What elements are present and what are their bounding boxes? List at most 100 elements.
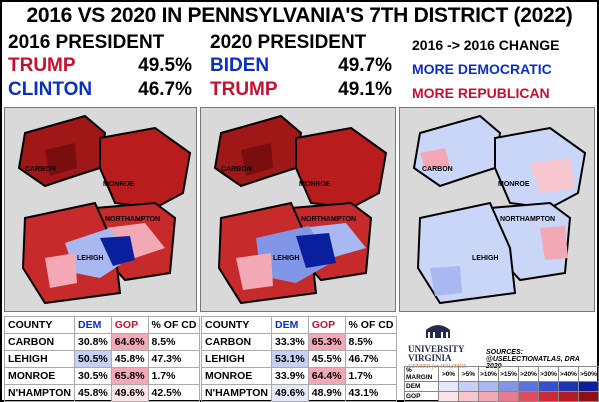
map-change-label-northampton: NORTHAMPTON [500,216,555,223]
rotunda-icon [426,325,450,338]
table-cell: 64.4% [307,367,346,385]
table-row: MONROE 30.5% 65.8% 1.7% [4,367,201,385]
heading-2016: 2016 PRESIDENT [8,32,165,53]
candidate-2020-second: TRUMP [210,79,278,100]
table-cell: 45.5% [307,350,346,368]
table-cell: 53.1% [270,350,309,368]
table-cell: 33.3% [270,333,309,351]
map-2020-label-carbon: CARBON [221,166,252,173]
map-2016: CARBON MONROE NORTHAMPTON LEHIGH [4,107,197,312]
table-cell: CARBON [4,333,75,351]
legend-dem-swatch [438,381,459,392]
legend-dem-swatch [498,381,519,392]
uva-center-for-politics-logo: UNIVERSITY VIRGINIA CENTER for POLITICS [408,320,468,371]
table-cell: 30.5% [73,367,112,385]
table-2020-header-pct: % OF CD [344,316,398,334]
legend-dem-label: DEM [404,381,439,392]
candidate-2016-first: TRUMP [8,55,76,76]
table-cell: 1.7% [147,367,201,385]
map-2020-label-monroe: MONROE [299,181,331,188]
table-cell: LEHIGH [201,350,272,368]
legend-dem-swatch [578,381,599,392]
table-2020-header-dem: DEM [270,316,309,334]
legend-gop-swatch [518,391,539,402]
logo-line2: VIRGINIA [408,353,452,363]
legend-gop-swatch [438,391,459,402]
map-2016-label-northampton: NORTHAMPTON [105,216,160,223]
legend-gop-label: GOP [404,391,439,402]
map-change-label-lehigh: LEHIGH [472,255,498,262]
table-row: N'HAMPTON 49.6% 48.9% 43.1% [201,384,398,402]
table-cell: LEHIGH [4,350,75,368]
legend-gop-swatch [538,391,559,402]
map-change-label-monroe: MONROE [498,181,530,188]
legend-step: >40% [558,366,579,382]
table-2020: COUNTY DEM GOP % OF CD CARBON 33.3% 65.3… [201,316,398,402]
candidate-2020-first: BIDEN [210,55,270,76]
table-cell: 30.8% [73,333,112,351]
table-cell: 1.7% [344,367,398,385]
map-change: CARBON MONROE NORTHAMPTON LEHIGH [399,107,595,312]
legend-step: >0% [438,366,459,382]
table-cell: 65.8% [110,367,149,385]
map-2020-label-northampton: NORTHAMPTON [301,216,356,223]
legend-dem-swatch [518,381,539,392]
table-cell: 49.6% [270,384,309,402]
table-2016-header-pct: % OF CD [147,316,201,334]
legend-margin-label: % MARGIN [404,366,439,382]
table-row: CARBON 30.8% 64.6% 8.5% [4,333,201,351]
table-cell: 33.9% [270,367,309,385]
table-2016-header-gop: GOP [110,316,149,334]
table-cell: 43.1% [344,384,398,402]
map-2016-label-lehigh: LEHIGH [77,255,103,262]
table-cell: CARBON [201,333,272,351]
legend-gop-swatch [558,391,579,402]
legend-dem-swatch [458,381,479,392]
map-2016-label-carbon: CARBON [25,166,56,173]
table-2016-header-county: COUNTY [4,316,75,334]
table-cell: 47.3% [147,350,201,368]
table-cell: 45.8% [73,384,112,402]
table-cell: 45.8% [110,350,149,368]
table-cell: 8.5% [344,333,398,351]
legend-gop-swatch [458,391,479,402]
map-change-label-carbon: CARBON [422,166,453,173]
table-cell: N'HAMPTON [4,384,75,402]
legend-dem-swatch [558,381,579,392]
change-dem-label: MORE DEMOCRATIC [412,61,552,77]
heading-2020: 2020 PRESIDENT [210,32,367,53]
candidate-2016-second: CLINTON [8,79,93,100]
pct-2020-second: 49.1% [338,79,392,100]
legend-step: >5% [458,366,479,382]
map-2020: CARBON MONROE NORTHAMPTON LEHIGH [200,107,396,312]
legend-gop-swatch [578,391,599,402]
table-cell: MONROE [201,367,272,385]
table-cell: 42.5% [147,384,201,402]
table-cell: 50.5% [73,350,112,368]
table-2020-header-gop: GOP [307,316,346,334]
map-2016-label-monroe: MONROE [103,181,135,188]
legend-step: >10% [478,366,499,382]
legend-step: >20% [518,366,539,382]
margin-legend: % MARGIN >0% >5% >10% >15% >20% >30% >40… [404,366,599,402]
map-2020-label-lehigh: LEHIGH [273,255,299,262]
table-cell: N'HAMPTON [201,384,272,402]
logo-line1: UNIVERSITY [408,344,465,354]
legend-gop-swatch [498,391,519,402]
legend-step: >50% [578,366,599,382]
table-row: MONROE 33.9% 64.4% 1.7% [201,367,398,385]
page-title: 2016 VS 2020 IN PENNSYLVANIA'S 7TH DISTR… [26,4,573,27]
table-row: LEHIGH 53.1% 45.5% 46.7% [201,350,398,368]
table-cell: 65.3% [307,333,346,351]
legend-dem-swatch [478,381,499,392]
table-cell: MONROE [4,367,75,385]
table-row: LEHIGH 50.5% 45.8% 47.3% [4,350,201,368]
table-cell: 48.9% [307,384,346,402]
table-row: CARBON 33.3% 65.3% 8.5% [201,333,398,351]
table-cell: 64.6% [110,333,149,351]
table-cell: 8.5% [147,333,201,351]
table-row: N'HAMPTON 45.8% 49.6% 42.5% [4,384,201,402]
change-gop-label: MORE REPUBLICAN [412,85,550,101]
table-cell: 46.7% [344,350,398,368]
table-2020-header-county: COUNTY [201,316,272,334]
